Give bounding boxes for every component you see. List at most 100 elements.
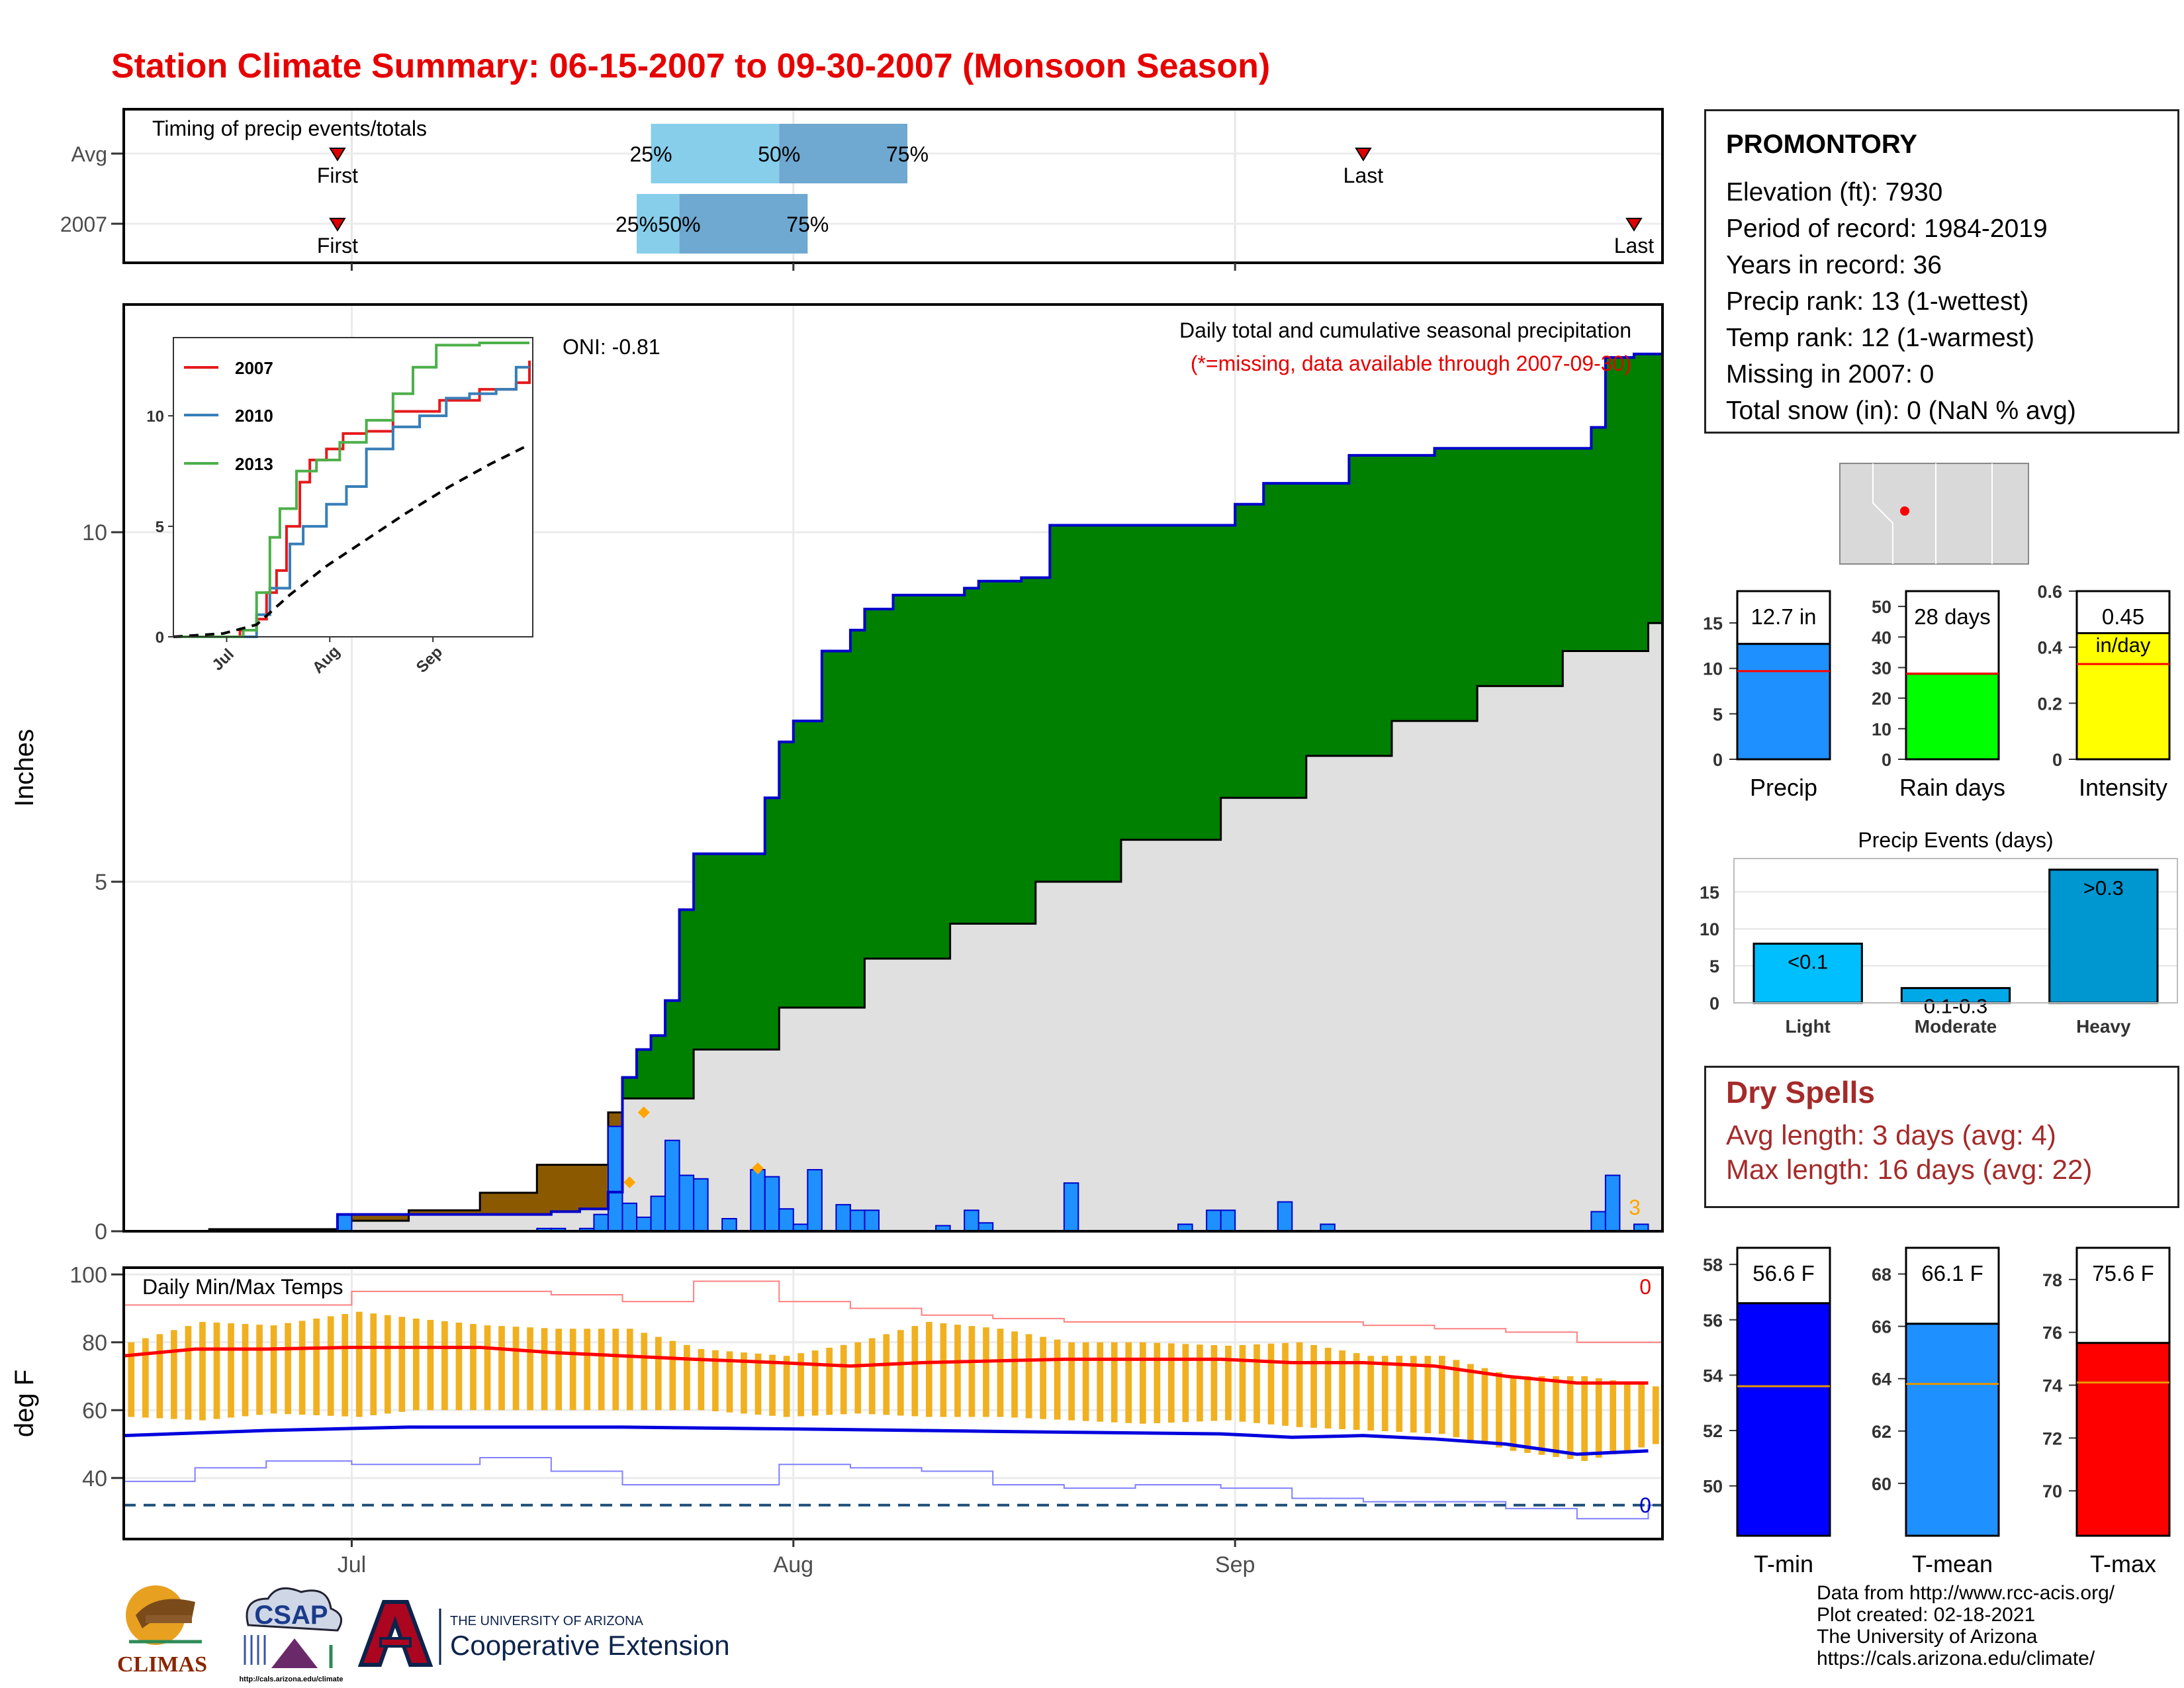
temp-daily-bar bbox=[270, 1325, 277, 1414]
summary-t-min-y-tick-label: 50 bbox=[1703, 1477, 1723, 1497]
temp-daily-bar bbox=[797, 1353, 804, 1417]
svg-text:Cooperative Extension: Cooperative Extension bbox=[450, 1630, 730, 1661]
precip-missing-count: 3 bbox=[1629, 1196, 1641, 1219]
precip-events-y-tick-label: 15 bbox=[1700, 882, 1719, 902]
temp-daily-bar bbox=[569, 1329, 576, 1411]
timing-last-marker bbox=[1625, 218, 1643, 232]
summary-precip-label-box bbox=[1736, 590, 1831, 645]
temp-y-axis-label: deg F bbox=[10, 1370, 39, 1437]
temp-daily-bar bbox=[726, 1351, 733, 1413]
temp-daily-bar bbox=[1154, 1342, 1161, 1423]
summary-rain-days-bar bbox=[1905, 673, 2000, 761]
timing-last-label: Last bbox=[1343, 164, 1384, 187]
temp-daily-bar bbox=[1210, 1345, 1218, 1421]
summary-t-min-bar bbox=[1736, 1302, 1831, 1537]
temp-daily-bar bbox=[1538, 1376, 1545, 1455]
precip-y-axis-label: Inches bbox=[10, 729, 39, 807]
inset-line-2010 bbox=[173, 365, 529, 638]
temp-daily-bar bbox=[1025, 1334, 1032, 1419]
temp-daily-bar bbox=[1253, 1344, 1260, 1423]
summary-rain-days-y-tick-label: 40 bbox=[1872, 628, 1891, 647]
temp-daily-bar bbox=[940, 1323, 947, 1417]
summary-t-max-value: 75.6 F bbox=[2092, 1261, 2154, 1286]
temp-daily-bar bbox=[1225, 1345, 1232, 1421]
temp-daily-bar bbox=[1467, 1364, 1474, 1441]
temp-daily-bar bbox=[370, 1313, 377, 1415]
temp-daily-bar bbox=[1267, 1343, 1275, 1425]
credit-university: The University of Arizona bbox=[1817, 1626, 2038, 1648]
timing-pct-label: 25% bbox=[615, 212, 658, 236]
precip-events-y-tick-label: 5 bbox=[1709, 957, 1719, 976]
precip-daily-bar bbox=[636, 1216, 652, 1233]
summary-intensity-label-box bbox=[2075, 590, 2171, 634]
temp-daily-bar bbox=[327, 1316, 334, 1416]
summary-t-min-value: 56.6 F bbox=[1752, 1261, 1815, 1286]
precip-daily-bar bbox=[964, 1209, 979, 1232]
summary-t-mean-label: T-mean bbox=[1912, 1550, 1993, 1577]
temp-daily-bar bbox=[512, 1327, 520, 1411]
summary-t-max-label: T-max bbox=[2090, 1550, 2156, 1577]
temp-daily-bar bbox=[1638, 1384, 1645, 1448]
svg-text:http://cals.arizona.edu/climat: http://cals.arizona.edu/climate bbox=[239, 1675, 343, 1683]
temp-daily-bar bbox=[1481, 1368, 1488, 1444]
svg-text:CLIMAS: CLIMAS bbox=[117, 1652, 207, 1677]
temp-daily-bar bbox=[1011, 1331, 1018, 1418]
timing-pct-label: 50% bbox=[758, 142, 800, 166]
summary-t-min-label-box bbox=[1736, 1246, 1831, 1305]
summary-intensity-y-tick-label: 0 bbox=[2052, 750, 2062, 770]
summary-intensity-y-tick-label: 0.2 bbox=[2037, 694, 2062, 714]
precip-events-category: Heavy bbox=[2076, 1016, 2131, 1037]
precip-daily-bar bbox=[778, 1208, 794, 1233]
temp-daily-bar bbox=[655, 1336, 662, 1411]
oni-label: ONI: -0.81 bbox=[563, 335, 660, 359]
timing-row-label: 2007 bbox=[60, 212, 107, 236]
timing-first-marker bbox=[329, 218, 346, 232]
precip-daily-bar bbox=[1604, 1174, 1621, 1233]
dry-spells-heading: Dry Spells bbox=[1726, 1075, 1875, 1109]
temp-daily-bar bbox=[1324, 1347, 1332, 1429]
temp-daily-bar bbox=[684, 1344, 690, 1411]
inset-frame bbox=[173, 337, 533, 637]
temp-daily-bar bbox=[171, 1330, 177, 1419]
precip-events-bar-label: 0.1-0.3 bbox=[1924, 995, 1988, 1018]
precip-events-y-tick-label: 0 bbox=[1709, 994, 1719, 1013]
summary-precip-y-tick-label: 10 bbox=[1703, 659, 1723, 679]
temp-normal-max-line bbox=[123, 1345, 1649, 1385]
summary-t-max-label-box bbox=[2075, 1246, 2171, 1344]
inset-y-tick-label: 0 bbox=[156, 629, 164, 647]
temp-daily-bar bbox=[256, 1325, 263, 1415]
credits: Data from http://www.rcc-acis.org/ Plot … bbox=[1817, 1582, 2115, 1669]
timing-pct-label: 50% bbox=[659, 212, 701, 236]
precip-daily-bar bbox=[664, 1139, 680, 1232]
x-tick-label: Aug bbox=[774, 1552, 814, 1577]
precip-missing-marker bbox=[751, 1162, 764, 1174]
station-missing: Missing in 2007: 0 bbox=[1726, 360, 1934, 389]
summary-t-max-y-tick-label: 74 bbox=[2042, 1376, 2062, 1396]
inset-y-tick-label: 10 bbox=[146, 408, 164, 426]
summary-rain-days-y-tick-label: 20 bbox=[1872, 689, 1891, 709]
summary-precip-value: 12.7 in bbox=[1751, 604, 1816, 629]
temp-daily-bar bbox=[954, 1325, 961, 1417]
timing-pct-label: 75% bbox=[786, 212, 829, 236]
temp-daily-bar bbox=[1097, 1342, 1104, 1422]
timing-first-label: First bbox=[317, 164, 358, 187]
temp-daily-bar bbox=[1381, 1356, 1388, 1432]
timing-pct-label: 25% bbox=[630, 142, 672, 166]
summary-t-mean-y-tick-label: 64 bbox=[1872, 1370, 1891, 1389]
summary-precip-bar bbox=[1736, 643, 1831, 761]
timing-bar-50-75 bbox=[779, 124, 908, 183]
summary-rain-days-y-tick-label: 10 bbox=[1872, 720, 1891, 739]
precip-chart-title: Daily total and cumulative seasonal prec… bbox=[1179, 318, 1631, 342]
x-tick-label: Jul bbox=[338, 1552, 366, 1577]
precip-daily-bar bbox=[764, 1176, 780, 1232]
temp-daily-bar bbox=[1496, 1372, 1502, 1448]
summary-t-min-y-tick-label: 56 bbox=[1703, 1311, 1723, 1331]
summary-precip-y-tick-label: 5 bbox=[1713, 704, 1723, 724]
temp-daily-bar bbox=[242, 1324, 249, 1417]
temp-daily-bar bbox=[641, 1333, 648, 1411]
summary-t-mean-y-tick-label: 60 bbox=[1872, 1474, 1891, 1494]
timing-pct-label: 75% bbox=[886, 142, 929, 166]
temp-daily-bar bbox=[584, 1329, 591, 1411]
summary-intensity-value-unit: in/day bbox=[2096, 633, 2151, 657]
